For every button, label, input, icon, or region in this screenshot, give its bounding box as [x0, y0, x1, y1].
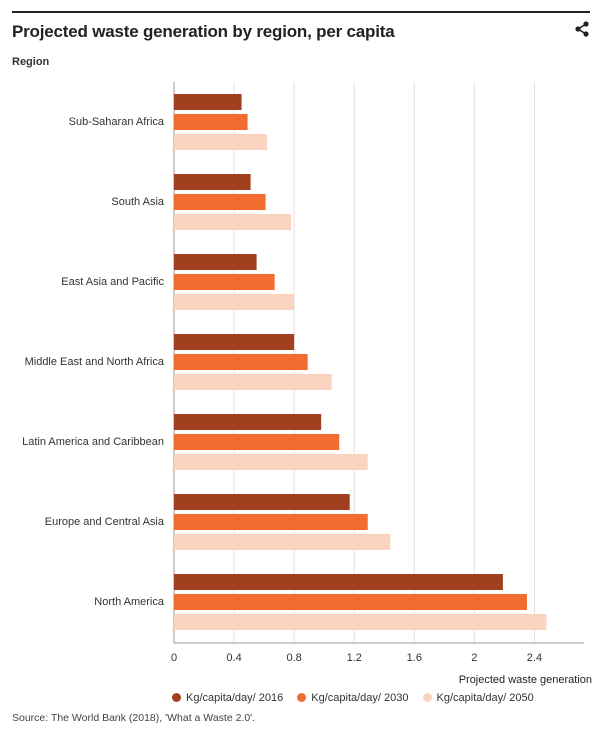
top-rule — [12, 11, 590, 13]
x-tick-label: 2 — [471, 652, 477, 664]
x-tick-label: 0.8 — [286, 652, 301, 664]
bar — [174, 494, 350, 510]
bar — [174, 294, 295, 310]
legend-label: Kg/capita/day/ 2030 — [311, 692, 409, 704]
bar — [174, 334, 295, 350]
legend-dot — [422, 693, 432, 702]
legend-item-2030[interactable]: Kg/capita/day/ 2030 — [297, 692, 409, 704]
category-label: South Asia — [111, 196, 164, 208]
x-tick-label: 0.4 — [226, 652, 241, 664]
x-tick-label: 1.6 — [407, 652, 422, 664]
bar — [174, 174, 251, 190]
bar — [174, 134, 268, 150]
legend-item-2050[interactable]: Kg/capita/day/ 2050 — [422, 692, 534, 704]
x-tick-label: 1.2 — [347, 652, 362, 664]
category-label: Sub-Saharan Africa — [69, 116, 165, 128]
bar — [174, 434, 340, 450]
share-icon[interactable] — [574, 20, 590, 38]
category-label: North America — [94, 596, 165, 608]
bar — [174, 114, 248, 130]
category-label: Middle East and North Africa — [25, 356, 165, 368]
x-tick-label: 2.4 — [527, 652, 542, 664]
category-label: Latin America and Caribbean — [22, 436, 164, 448]
bar — [174, 254, 257, 270]
category-label: East Asia and Pacific — [61, 276, 164, 288]
bar — [174, 414, 322, 430]
x-axis-title: Projected waste generation — [458, 674, 592, 686]
bar — [174, 274, 275, 290]
legend-label: Kg/capita/day/ 2050 — [436, 692, 534, 704]
chart-title: Projected waste generation by region, pe… — [12, 22, 395, 41]
y-axis-title: Region — [12, 56, 50, 68]
bar — [174, 194, 266, 210]
bar — [174, 534, 391, 550]
legend-dot — [297, 693, 307, 702]
bar — [174, 594, 527, 610]
bar — [174, 514, 368, 530]
category-label: Europe and Central Asia — [45, 516, 165, 528]
source-note: Source: The World Bank (2018), 'What a W… — [12, 712, 256, 724]
bar — [174, 354, 308, 370]
bar — [174, 454, 368, 470]
legend-label: Kg/capita/day/ 2016 — [186, 692, 284, 704]
bar — [174, 574, 503, 590]
bar — [174, 94, 242, 110]
legend-dot — [172, 693, 181, 702]
legend-item-2016[interactable]: Kg/capita/day/ 2016 — [172, 692, 283, 704]
bar — [174, 374, 332, 390]
bar — [174, 214, 292, 230]
bar — [174, 614, 547, 630]
x-tick-label: 0 — [171, 652, 177, 664]
legend: Kg/capita/day/ 2016 Kg/capita/day/ 2030 … — [172, 692, 534, 704]
